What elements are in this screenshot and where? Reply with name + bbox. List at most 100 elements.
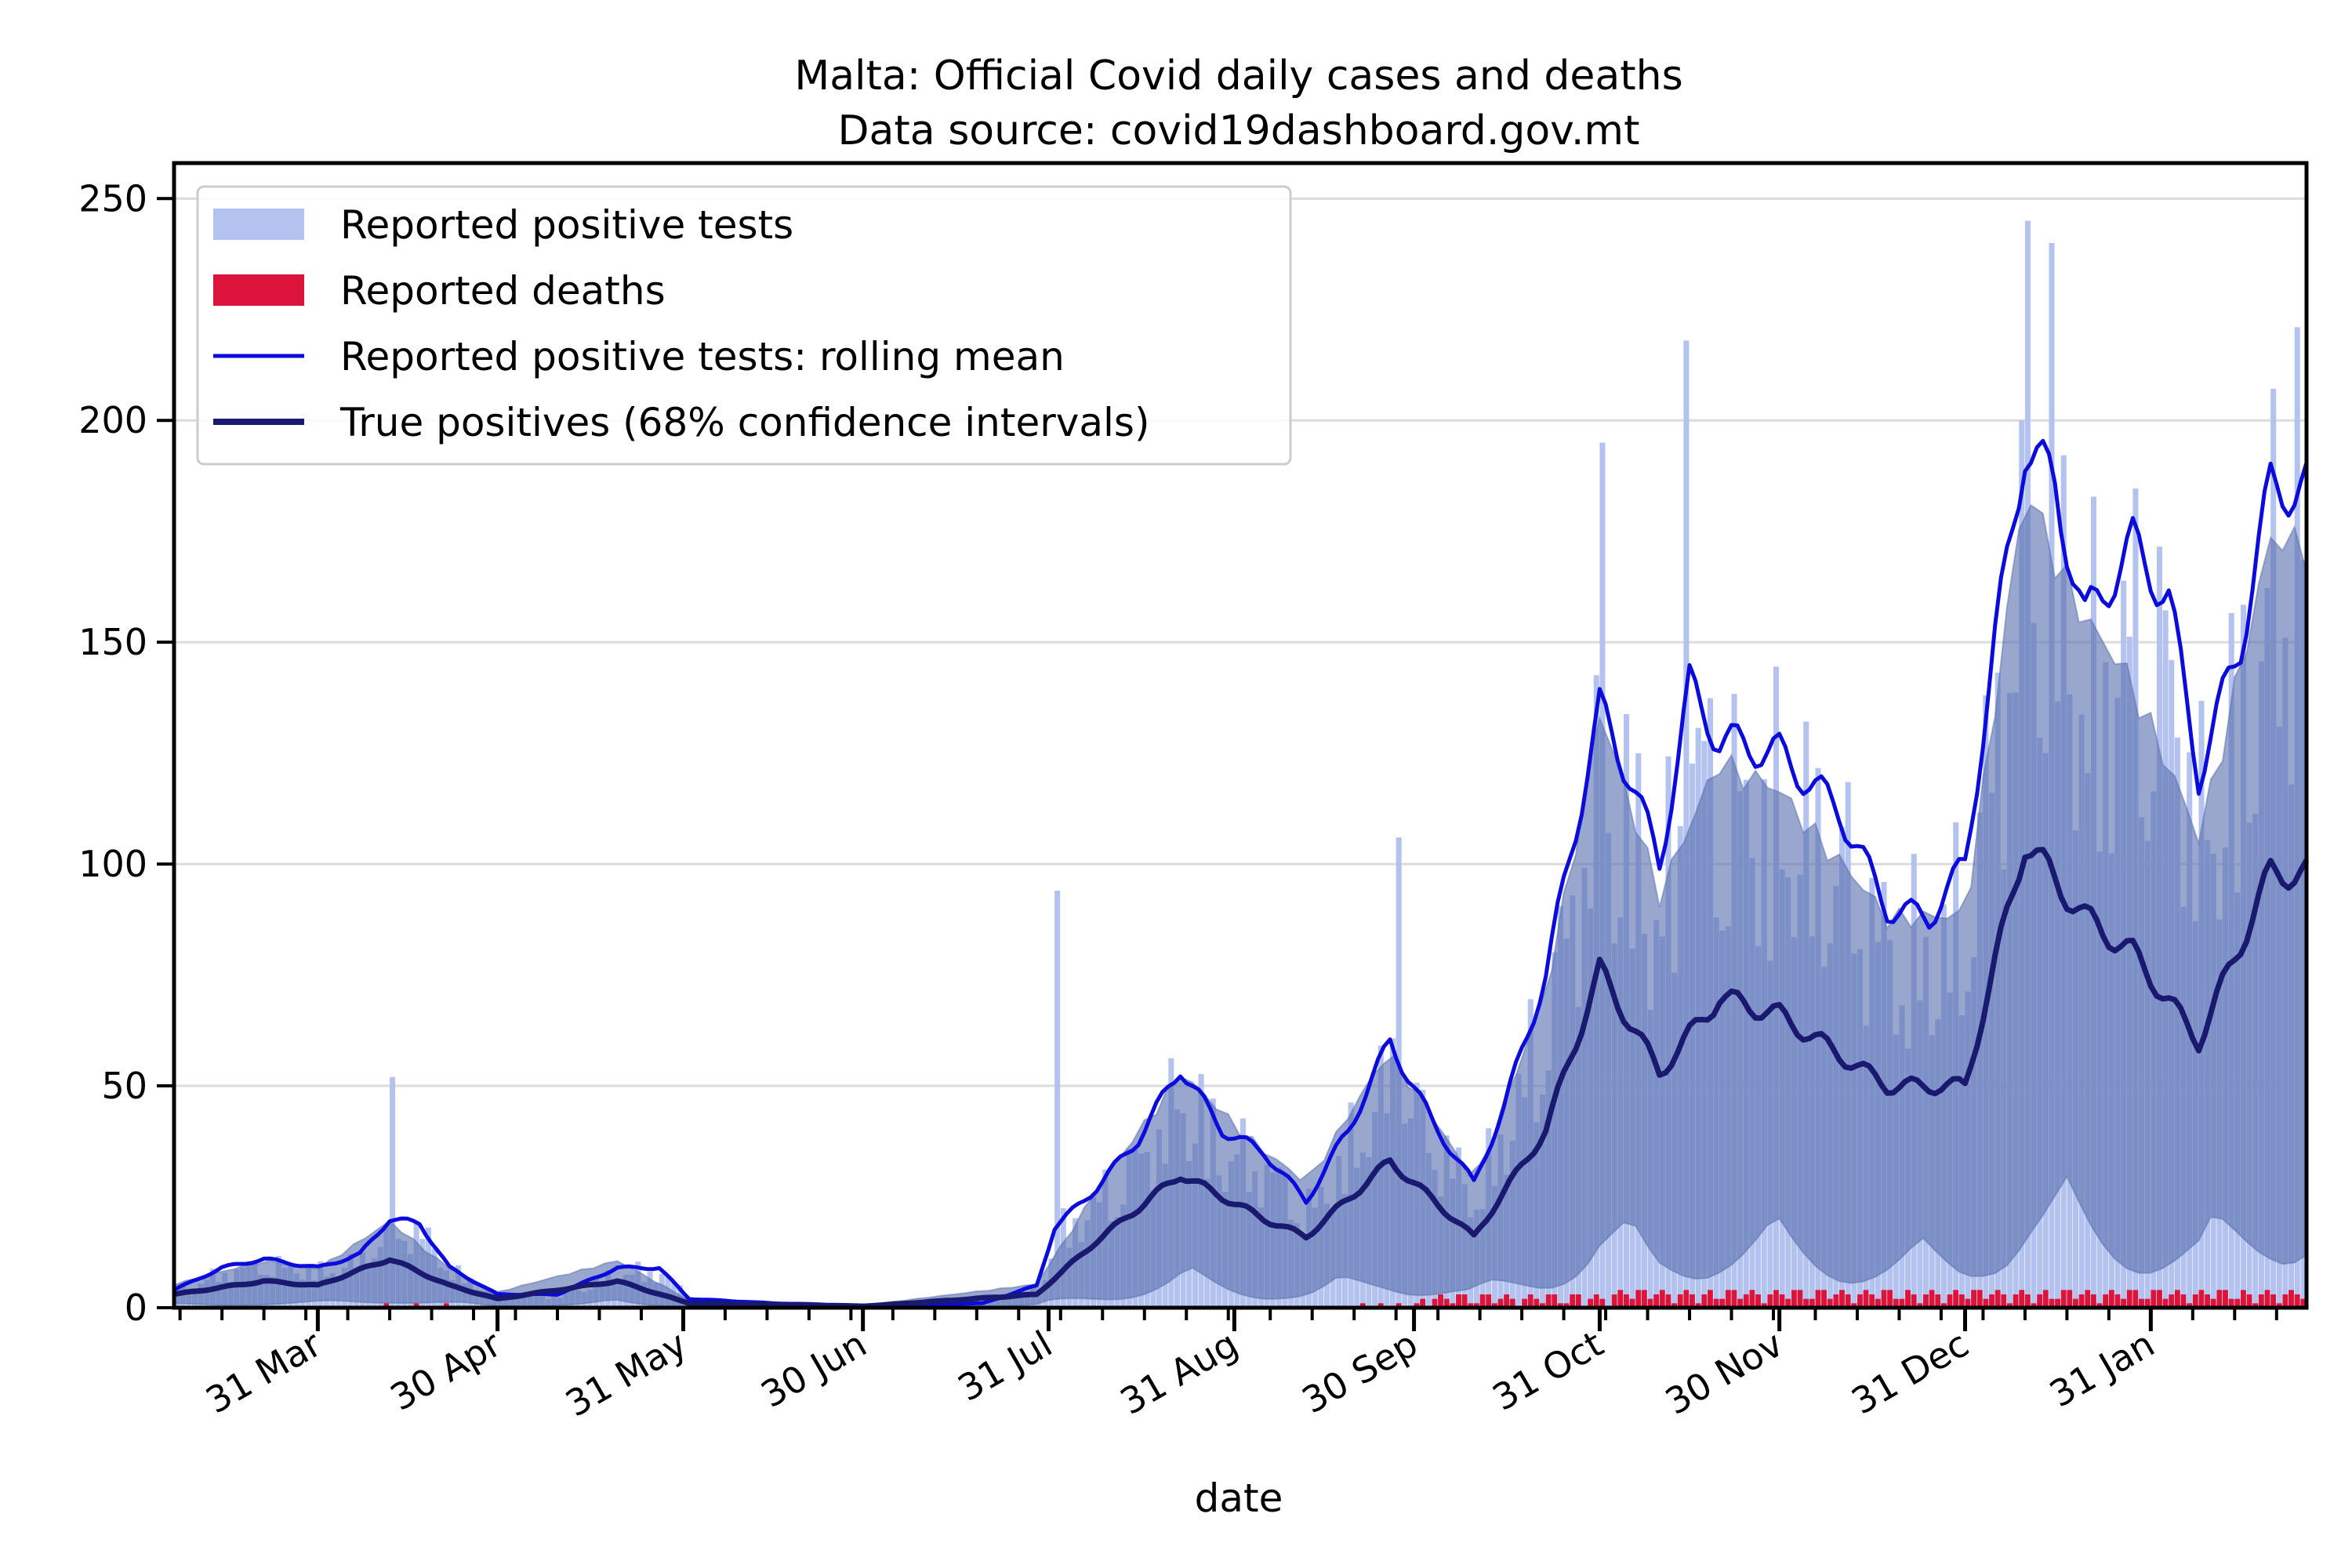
death-bar	[2103, 1294, 2109, 1308]
y-tick-label: 200	[78, 399, 147, 441]
death-bar	[1690, 1294, 1695, 1308]
plot-area	[172, 220, 2310, 1309]
death-bar	[1917, 1303, 1923, 1308]
death-bar	[413, 1303, 419, 1308]
death-bar	[2126, 1290, 2132, 1308]
death-bar	[1851, 1303, 1857, 1308]
death-bar	[2078, 1294, 2085, 1308]
death-bar	[1396, 1303, 1402, 1308]
y-tick-label: 100	[78, 843, 147, 885]
death-bar	[1527, 1294, 1534, 1308]
chart-title: Malta: Official Covid daily cases and de…	[794, 53, 1682, 100]
axes-frame	[172, 161, 2309, 1310]
death-bar	[1767, 1294, 1773, 1308]
death-bar	[2252, 1303, 2259, 1308]
death-bar	[1635, 1290, 1642, 1308]
death-bar	[1552, 1294, 1558, 1308]
death-bar	[2144, 1298, 2151, 1308]
death-bar	[2019, 1290, 2025, 1308]
death-bar	[1965, 1298, 1971, 1308]
x-tick-label: 31 May	[558, 1323, 694, 1425]
death-bar	[1797, 1290, 1803, 1308]
death-bar	[1479, 1294, 1486, 1308]
death-bar	[1683, 1290, 1690, 1308]
legend-label: Reported positive tests	[340, 202, 793, 248]
death-bar	[1534, 1298, 1540, 1308]
death-bar	[1599, 1298, 1606, 1308]
death-bar	[1755, 1294, 1761, 1308]
death-bar	[1940, 1303, 1947, 1308]
death-bar	[1491, 1303, 1497, 1308]
death-bar	[2060, 1290, 2067, 1308]
x-tick-label: 30 Jun	[754, 1323, 874, 1416]
death-bar	[1994, 1290, 2001, 1308]
death-bar	[1677, 1294, 1683, 1308]
death-bar	[2300, 1298, 2307, 1308]
death-bar	[2108, 1290, 2114, 1308]
death-bar	[2228, 1298, 2234, 1308]
death-bar	[1881, 1290, 1887, 1308]
death-bar	[1545, 1294, 1552, 1308]
death-bar	[1497, 1298, 1504, 1308]
death-bar	[2205, 1294, 2210, 1308]
death-bar	[2169, 1294, 2175, 1308]
death-bar	[1486, 1294, 1492, 1308]
death-bar	[2270, 1294, 2277, 1308]
death-bar	[2258, 1294, 2264, 1308]
legend-box	[196, 185, 1292, 466]
death-bar	[1833, 1294, 1839, 1308]
death-bar	[1359, 1303, 1366, 1308]
death-bar	[1815, 1290, 1821, 1308]
death-bar	[2264, 1290, 2270, 1308]
death-bar	[2090, 1294, 2096, 1308]
death-bar	[1588, 1298, 1594, 1308]
death-bar	[1743, 1294, 1749, 1308]
death-bar	[1671, 1303, 1677, 1308]
death-bar	[1935, 1294, 1941, 1308]
death-bar	[1420, 1298, 1426, 1308]
death-bar	[2246, 1294, 2252, 1308]
death-bar	[1827, 1298, 1833, 1308]
death-bar	[2067, 1290, 2073, 1308]
death-bar	[2156, 1290, 2162, 1308]
death-bar	[1983, 1298, 1989, 1308]
death-bar	[1540, 1303, 1545, 1308]
death-bar	[2187, 1303, 2193, 1308]
death-bar	[1845, 1294, 1851, 1308]
death-bar	[1443, 1298, 1450, 1308]
death-bar	[1641, 1290, 1647, 1308]
death-bar	[2121, 1298, 2127, 1308]
death-bar	[1623, 1294, 1629, 1308]
death-bar	[1713, 1298, 1719, 1308]
x-axis-label: date	[1195, 1475, 1283, 1521]
death-bar	[2174, 1290, 2180, 1308]
death-bar	[1761, 1303, 1767, 1308]
chart-subtitle: Data source: covid19dashboard.gov.mt	[838, 107, 1640, 154]
x-tick-label: 30 Apr	[383, 1323, 508, 1419]
x-tick-label: 31 Aug	[1113, 1323, 1245, 1423]
death-bar	[2162, 1298, 2169, 1308]
death-bar	[2288, 1290, 2294, 1308]
death-bar	[1785, 1298, 1791, 1308]
death-bar	[2234, 1298, 2241, 1308]
death-bar	[2085, 1290, 2091, 1308]
positive-test-bar	[390, 1076, 396, 1308]
death-bar	[2210, 1298, 2216, 1308]
death-bar	[1976, 1290, 1983, 1308]
death-bar	[2001, 1294, 2007, 1308]
death-bar	[1719, 1298, 1726, 1308]
death-bar	[1737, 1298, 1744, 1308]
death-bar	[383, 1303, 390, 1308]
death-bar	[2042, 1290, 2049, 1308]
death-bar	[1701, 1294, 1708, 1308]
death-bar	[2114, 1294, 2121, 1308]
x-tick-label: 30 Sep	[1295, 1323, 1425, 1422]
x-tick-label: 31 Jan	[2042, 1323, 2161, 1416]
death-bar	[1707, 1290, 1713, 1308]
death-bar	[1887, 1290, 1893, 1308]
death-bar	[2180, 1294, 2187, 1308]
death-bar	[1899, 1298, 1905, 1308]
death-bar	[1929, 1290, 1935, 1308]
legend-label: Reported positive tests: rolling mean	[340, 334, 1065, 379]
death-bar	[2024, 1294, 2031, 1308]
